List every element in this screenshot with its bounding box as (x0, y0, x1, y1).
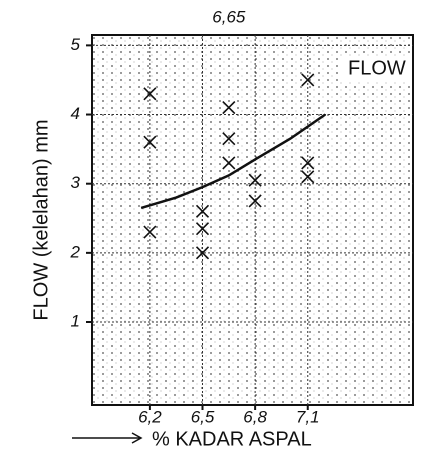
y-tick-label: 2 (70, 242, 81, 261)
point (301, 73, 315, 87)
x-tick-label: 6,2 (138, 407, 162, 426)
legend-box (338, 56, 412, 82)
point (222, 156, 236, 170)
annotation: 6,65 (212, 7, 246, 26)
point (195, 246, 210, 260)
x-axis-label: % KADAR ASPAL (152, 428, 312, 450)
point (301, 170, 315, 184)
x-tick-label: 6,8 (243, 407, 267, 426)
point (143, 135, 157, 149)
point (195, 222, 210, 236)
point (143, 87, 157, 101)
y-tick-label: 5 (71, 35, 81, 54)
y-tick-label: 3 (71, 173, 81, 192)
plot-area (91, 34, 414, 406)
x-tick-label: 7,1 (296, 407, 320, 426)
y-tick-label: 1 (71, 311, 80, 330)
point (248, 194, 262, 208)
point (195, 204, 210, 218)
point (143, 225, 157, 239)
y-axis-label: FLOW (kelelahan) mm (30, 119, 52, 320)
x-tick-label: 6,5 (191, 407, 215, 426)
point (222, 132, 236, 146)
trend-line (140, 113, 327, 210)
point (301, 156, 315, 170)
y-tick-label: 4 (71, 104, 80, 123)
legend-label: FLOW (348, 57, 406, 79)
point (222, 101, 236, 115)
point (248, 173, 262, 187)
arrow-head (131, 432, 143, 444)
